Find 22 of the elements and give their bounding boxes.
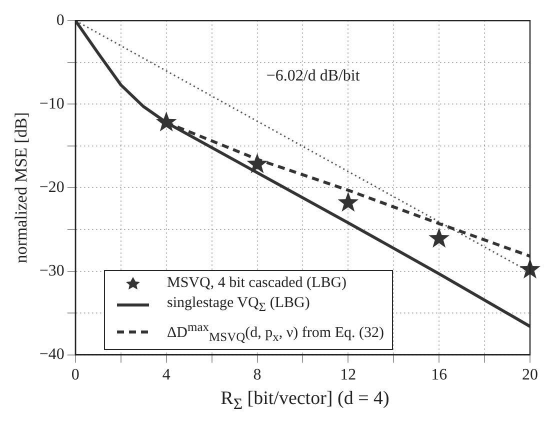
annotation: −6.02/d dB/bit <box>266 68 360 85</box>
x-tick-label: 0 <box>71 366 80 384</box>
legend-label: MSVQ, 4 bit cascaded (LBG) <box>167 274 347 293</box>
point <box>428 228 450 248</box>
x-tick-label: 4 <box>162 366 170 384</box>
y-tick-label: −20 <box>39 178 64 196</box>
legend-label: ΔD$^{max}$$_{MSVQ}$(d, p$_{x}$, ν) from Eq. (32) <box>167 319 384 346</box>
x-tick-label: 20 <box>522 366 538 384</box>
y-axis-title: normalized MSE [dB] <box>12 112 31 264</box>
y-tick-label: −10 <box>39 95 64 112</box>
y-tick-label: −30 <box>39 262 64 280</box>
x-axis-title: R$_{Σ}$ [bit/vector] (d = 4) <box>220 388 390 414</box>
x-tick-label: 8 <box>253 366 262 384</box>
x-tick-label: 16 <box>431 366 448 384</box>
legend-label: singlestage VQ$_{Σ}$ (LBG) <box>167 294 310 316</box>
y-tick-label: 0 <box>56 12 64 29</box>
x-tick-label: 12 <box>340 366 356 384</box>
y-tick-label: −40 <box>39 346 64 364</box>
point <box>338 192 359 212</box>
point <box>246 153 268 174</box>
point <box>156 112 177 132</box>
point <box>520 258 540 278</box>
